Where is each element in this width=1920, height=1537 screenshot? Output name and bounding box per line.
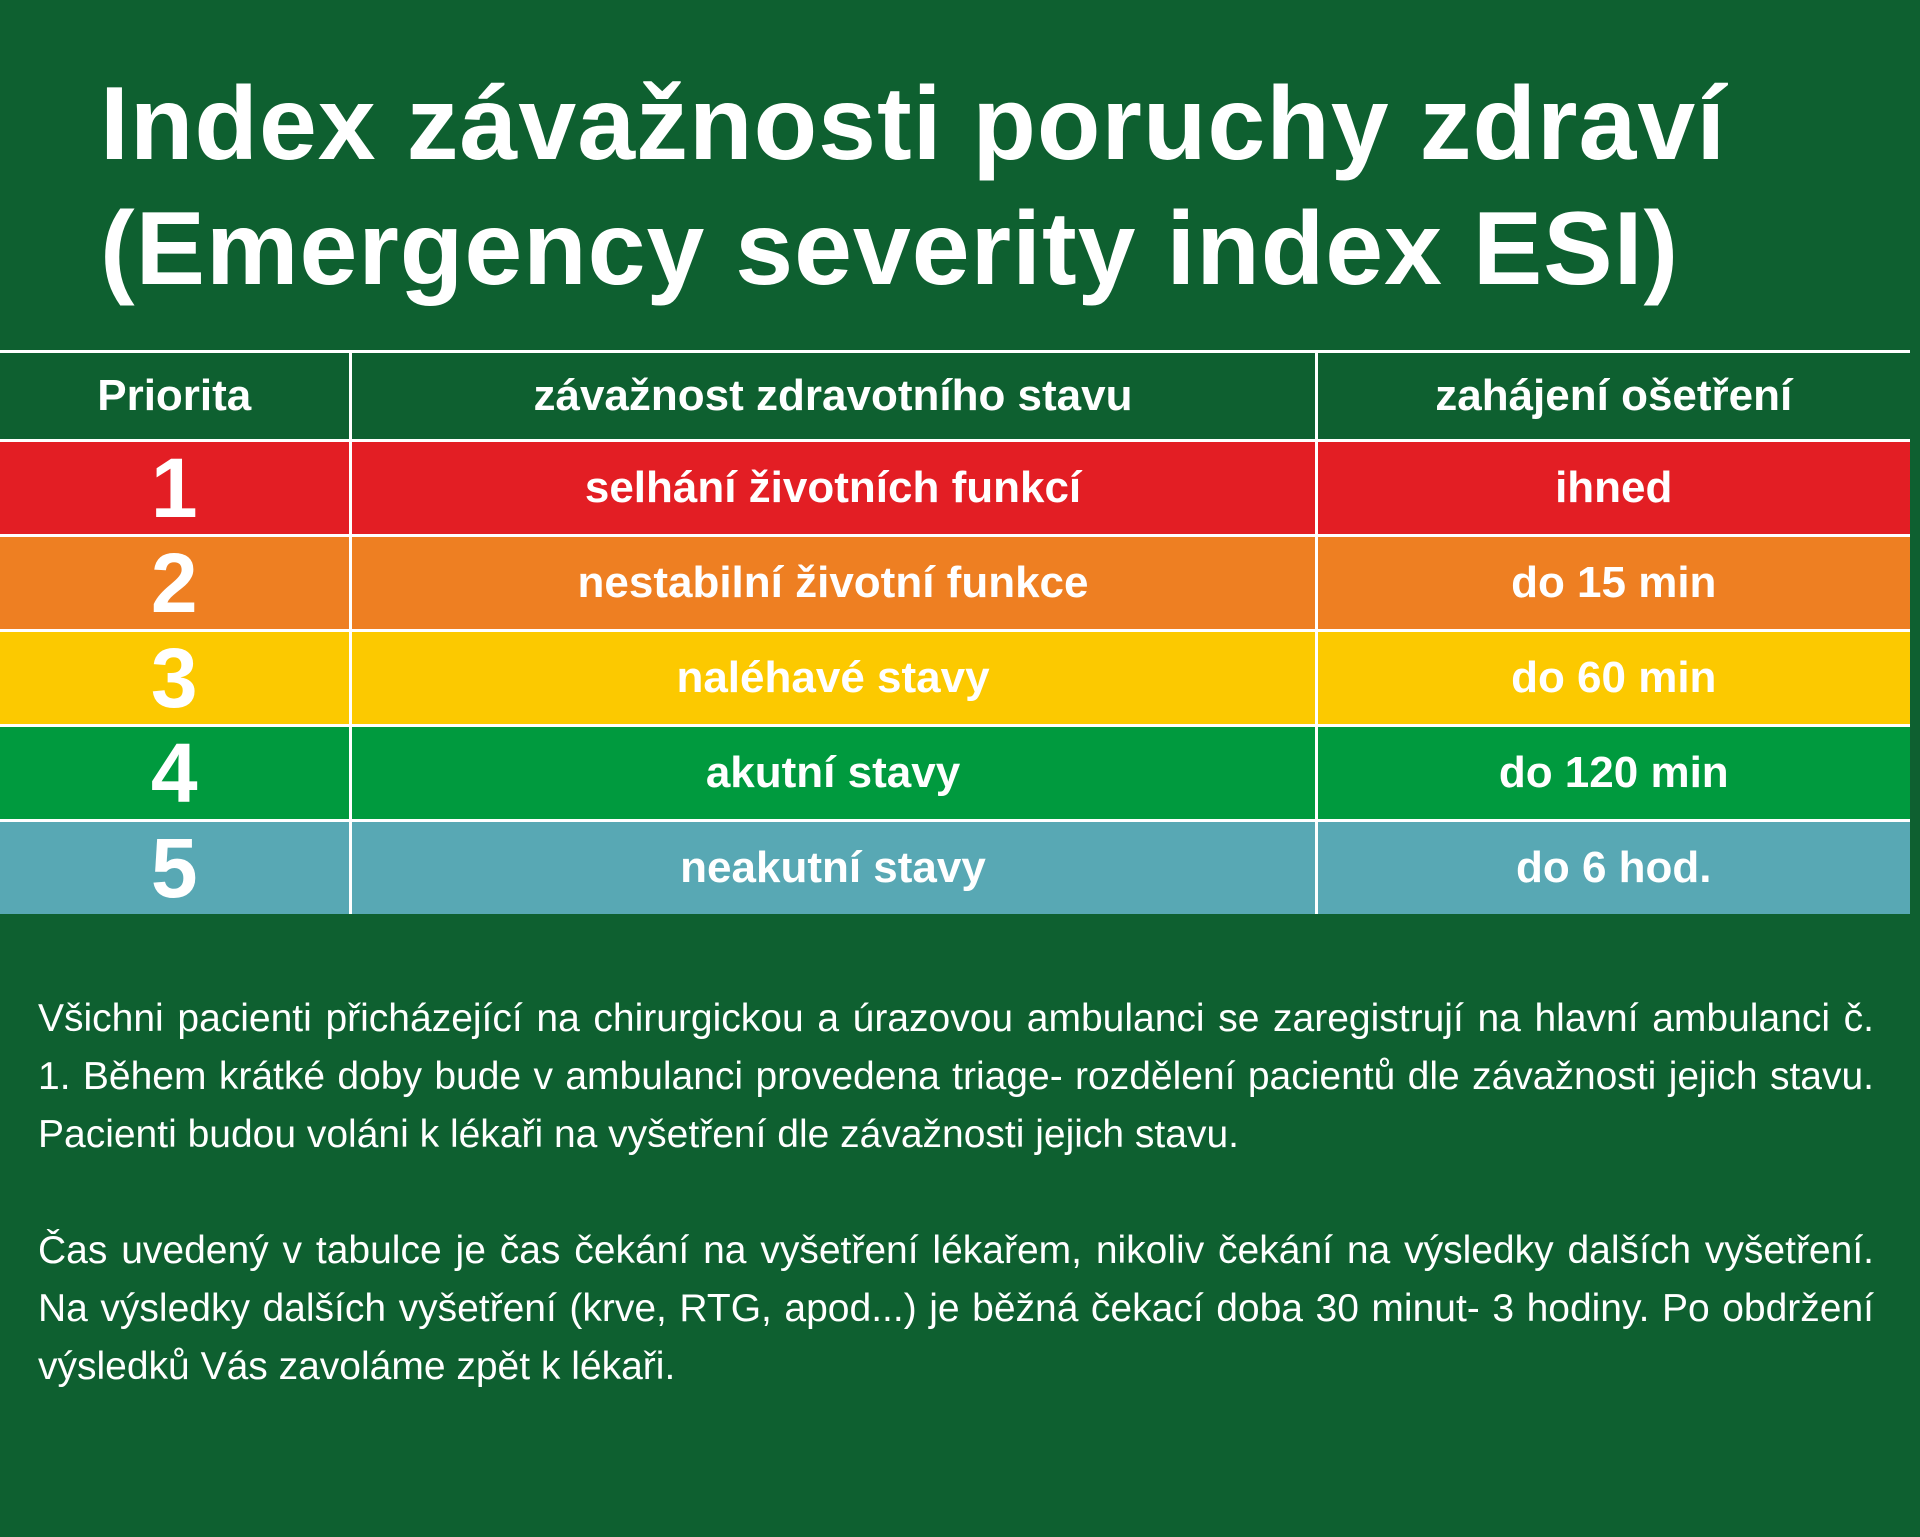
- treatment-start-cell: ihned: [1314, 439, 1910, 537]
- notes-paragraph-1: Všichni pacienti přicházející na chirurg…: [38, 997, 1874, 1156]
- treatment-start-cell: do 15 min: [1314, 534, 1910, 632]
- priority-cell: 4: [0, 724, 352, 822]
- severity-cell: naléhavé stavy: [348, 629, 1318, 727]
- header-treatment-start: zahájení ošetření: [1314, 350, 1910, 442]
- treatment-start-cell: do 60 min: [1314, 629, 1910, 727]
- esi-table: Priorita závažnost zdravotního stavu zah…: [0, 350, 1910, 914]
- table-row: 3 naléhavé stavy do 60 min: [0, 629, 1910, 727]
- page-title: Index závažnosti poruchy zdraví (Emergen…: [100, 62, 1860, 312]
- header-priority: Priorita: [0, 350, 352, 442]
- priority-cell: 3: [0, 629, 352, 727]
- header-severity: závažnost zdravotního stavu: [348, 350, 1318, 442]
- table-row: 4 akutní stavy do 120 min: [0, 724, 1910, 822]
- severity-cell: selhání životních funkcí: [348, 439, 1318, 537]
- notes-section: Všichni pacienti přicházející na chirurg…: [38, 990, 1874, 1396]
- title-line-2: (Emergency severity index ESI): [100, 191, 1680, 307]
- priority-cell: 5: [0, 819, 352, 914]
- severity-cell: neakutní stavy: [348, 819, 1318, 914]
- title-line-1: Index závažnosti poruchy zdraví: [100, 66, 1727, 182]
- severity-cell: nestabilní životní funkce: [348, 534, 1318, 632]
- table-header-row: Priorita závažnost zdravotního stavu zah…: [0, 350, 1910, 442]
- table-row: 2 nestabilní životní funkce do 15 min: [0, 534, 1910, 632]
- table-row: 5 neakutní stavy do 6 hod.: [0, 819, 1910, 914]
- treatment-start-cell: do 6 hod.: [1314, 819, 1910, 914]
- severity-cell: akutní stavy: [348, 724, 1318, 822]
- notes-paragraph-2: Čas uvedený v tabulce je čas čekání na v…: [38, 1229, 1874, 1388]
- priority-cell: 1: [0, 439, 352, 537]
- treatment-start-cell: do 120 min: [1314, 724, 1910, 822]
- priority-cell: 2: [0, 534, 352, 632]
- table-row: 1 selhání životních funkcí ihned: [0, 439, 1910, 537]
